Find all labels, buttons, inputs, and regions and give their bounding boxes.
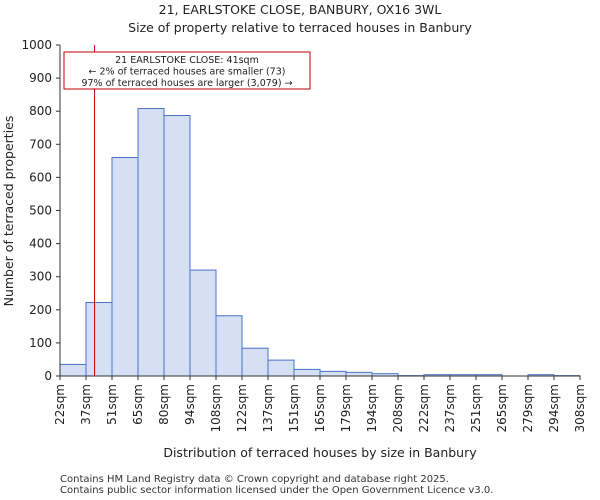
histogram-bar	[111, 157, 139, 377]
y-tick-label: 1000	[21, 38, 52, 52]
y-axis-label: Number of terraced properties	[1, 116, 16, 307]
footer-line-2: Contains public sector information licen…	[60, 485, 493, 496]
x-tick-label: 194sqm	[365, 384, 379, 432]
x-tick-label: 51sqm	[105, 384, 119, 425]
y-tick-label: 400	[29, 237, 52, 251]
x-tick-label: 279sqm	[521, 384, 535, 432]
x-tick-label: 294sqm	[547, 384, 561, 432]
histogram-bar	[241, 347, 269, 377]
histogram-bar	[85, 302, 113, 377]
y-tick-label: 100	[29, 336, 52, 350]
x-tick-label: 122sqm	[235, 384, 249, 432]
x-tick-label: 308sqm	[573, 384, 587, 432]
chart-subtitle: Size of property relative to terraced ho…	[128, 20, 472, 35]
x-tick-label: 179sqm	[339, 384, 353, 432]
annotation-line-2: ← 2% of terraced houses are smaller (73)	[89, 67, 286, 78]
x-tick-label: 94sqm	[183, 384, 197, 425]
bars-group	[59, 108, 581, 377]
x-tick-label: 37sqm	[79, 384, 93, 425]
histogram-bar	[189, 269, 217, 377]
x-axis-ticks: 22sqm 37sqm 51sqm 65sqm 80sqm 94sqm 108sqm 122s…	[53, 376, 587, 432]
x-tick-label: 108sqm	[209, 384, 223, 432]
x-tick-label: 151sqm	[287, 384, 301, 432]
y-tick-label: 700	[29, 137, 52, 151]
histogram-bar	[137, 108, 165, 377]
annotation-line-1: 21 EARLSTOKE CLOSE: 41sqm	[115, 55, 259, 66]
annotation-border	[63, 51, 311, 90]
annotation-line-3: 97% of terraced houses are larger (3,079…	[81, 78, 292, 89]
y-tick-label: 0	[44, 369, 52, 383]
y-tick-label: 600	[29, 170, 52, 184]
histogram-bar	[267, 359, 295, 377]
histogram-bar	[345, 371, 373, 377]
x-tick-label: 165sqm	[313, 384, 327, 432]
annotation-box: 21 EARLSTOKE CLOSE: 41sqm ← 2% of terrac…	[63, 51, 311, 90]
chart-title: 21, EARLSTOKE CLOSE, BANBURY, OX16 3WL	[159, 2, 442, 17]
y-tick-label: 900	[29, 71, 52, 85]
x-tick-label: 208sqm	[391, 384, 405, 432]
x-tick-label: 237sqm	[443, 384, 457, 432]
y-tick-label: 500	[29, 204, 52, 218]
histogram-bar	[163, 115, 191, 377]
x-tick-label: 80sqm	[157, 384, 171, 425]
histogram-bar	[59, 363, 87, 377]
y-tick-label: 300	[29, 270, 52, 284]
histogram-bar	[293, 368, 321, 377]
footer-line-1: Contains HM Land Registry data © Crown c…	[60, 474, 449, 485]
histogram-bar	[319, 370, 347, 377]
x-tick-label: 251sqm	[469, 384, 483, 432]
x-tick-label: 137sqm	[261, 384, 275, 432]
x-tick-label: 65sqm	[131, 384, 145, 425]
x-tick-label: 222sqm	[417, 384, 431, 432]
histogram-bar	[215, 315, 243, 377]
x-axis-label: Distribution of terraced houses by size …	[163, 445, 477, 460]
x-tick-label: 265sqm	[495, 384, 509, 432]
y-axis-ticks: 0 100 200 300 400 500 600 700 800 900 1000	[21, 38, 60, 383]
y-tick-label: 200	[29, 303, 52, 317]
x-tick-label: 22sqm	[53, 384, 67, 425]
y-tick-label: 800	[29, 104, 52, 118]
